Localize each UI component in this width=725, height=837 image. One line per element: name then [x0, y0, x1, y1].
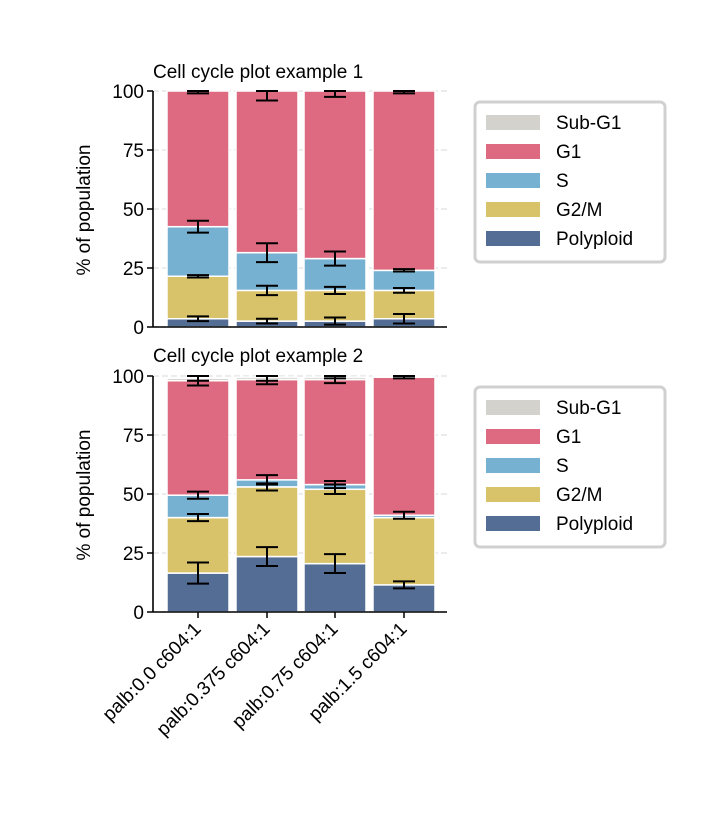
legend-label-s: S — [556, 171, 569, 192]
legend-label-g2-m: G2/M — [556, 200, 602, 221]
panel-2-error-bars — [187, 375, 415, 590]
bar-g2-m-1 — [166, 275, 230, 320]
panel-2-title: Cell cycle plot example 2 — [153, 346, 363, 367]
panel-2: Cell cycle plot example 2 % of populatio… — [74, 346, 667, 740]
legend-box — [473, 100, 667, 264]
legend-label-g2-m: G2/M — [556, 485, 602, 506]
panel-1-error-bars — [187, 90, 415, 326]
legend-label-sub-g1: Sub-G1 — [556, 398, 621, 419]
bar-g1-1 — [166, 379, 230, 496]
panel-1-y-ticks: 0 25 50 75 100 — [112, 82, 153, 339]
bar-g2-m-4 — [372, 516, 436, 586]
bar-g1-2 — [235, 90, 299, 254]
panel-2-y-ticks: 0 25 50 75 100 — [112, 367, 153, 624]
legend-swatch-g2-m — [486, 202, 540, 217]
bar-g2-m-2 — [235, 289, 299, 322]
bar-g1-3 — [303, 90, 367, 260]
y-tick-label: 0 — [133, 603, 144, 624]
bar-g1-1 — [166, 90, 230, 228]
y-tick-label: 25 — [123, 259, 144, 280]
bar-s-1 — [166, 225, 230, 278]
bar-g1-4 — [372, 90, 436, 272]
panel-1-legend: Sub-G1 G1 S G2/M Polyploid — [473, 100, 667, 264]
bar-g1-3 — [303, 378, 367, 486]
y-tick-label: 75 — [123, 426, 144, 447]
panel-2-bars — [166, 375, 436, 613]
y-tick-label: 100 — [112, 82, 144, 103]
legend-label-sub-g1: Sub-G1 — [556, 113, 621, 134]
panel-2-legend: Sub-G1 G1 S G2/M Polyploid — [473, 385, 667, 549]
legend-swatch-s — [486, 458, 540, 473]
legend-box — [473, 385, 667, 549]
y-tick-label: 0 — [133, 318, 144, 339]
bar-g2-m-3 — [303, 289, 367, 322]
legend-swatch-polyploid — [486, 231, 540, 246]
legend-swatch-polyploid — [486, 516, 540, 531]
legend-swatch-sub-g1 — [486, 115, 540, 130]
legend-swatch-sub-g1 — [486, 400, 540, 415]
bar-g2-m-3 — [303, 488, 367, 565]
bar-g1-4 — [372, 376, 436, 516]
panel-1-bars — [166, 90, 436, 328]
legend-swatch-g2-m — [486, 487, 540, 502]
legend-swatch-g1 — [486, 429, 540, 444]
bar-g1-2 — [235, 378, 299, 481]
y-tick-label: 50 — [123, 485, 144, 506]
y-tick-label: 50 — [123, 200, 144, 221]
panel-1-ylabel: % of population — [74, 145, 95, 276]
panel-1: Cell cycle plot example 1 % of populatio… — [74, 62, 667, 339]
legend-label-s: S — [556, 456, 569, 477]
bar-g2-m-2 — [235, 486, 299, 558]
legend-swatch-s — [486, 173, 540, 188]
y-tick-label: 75 — [123, 141, 144, 162]
legend-swatch-g1 — [486, 144, 540, 159]
y-tick-label: 100 — [112, 367, 144, 388]
panel-1-title: Cell cycle plot example 1 — [153, 62, 363, 83]
legend-label-g1: G1 — [556, 142, 581, 163]
legend-label-g1: G1 — [556, 427, 581, 448]
panel-2-ylabel: % of population — [74, 430, 95, 561]
legend-label-polyploid: Polyploid — [556, 229, 633, 250]
legend-label-polyploid: Polyploid — [556, 514, 633, 535]
y-tick-label: 25 — [123, 544, 144, 565]
